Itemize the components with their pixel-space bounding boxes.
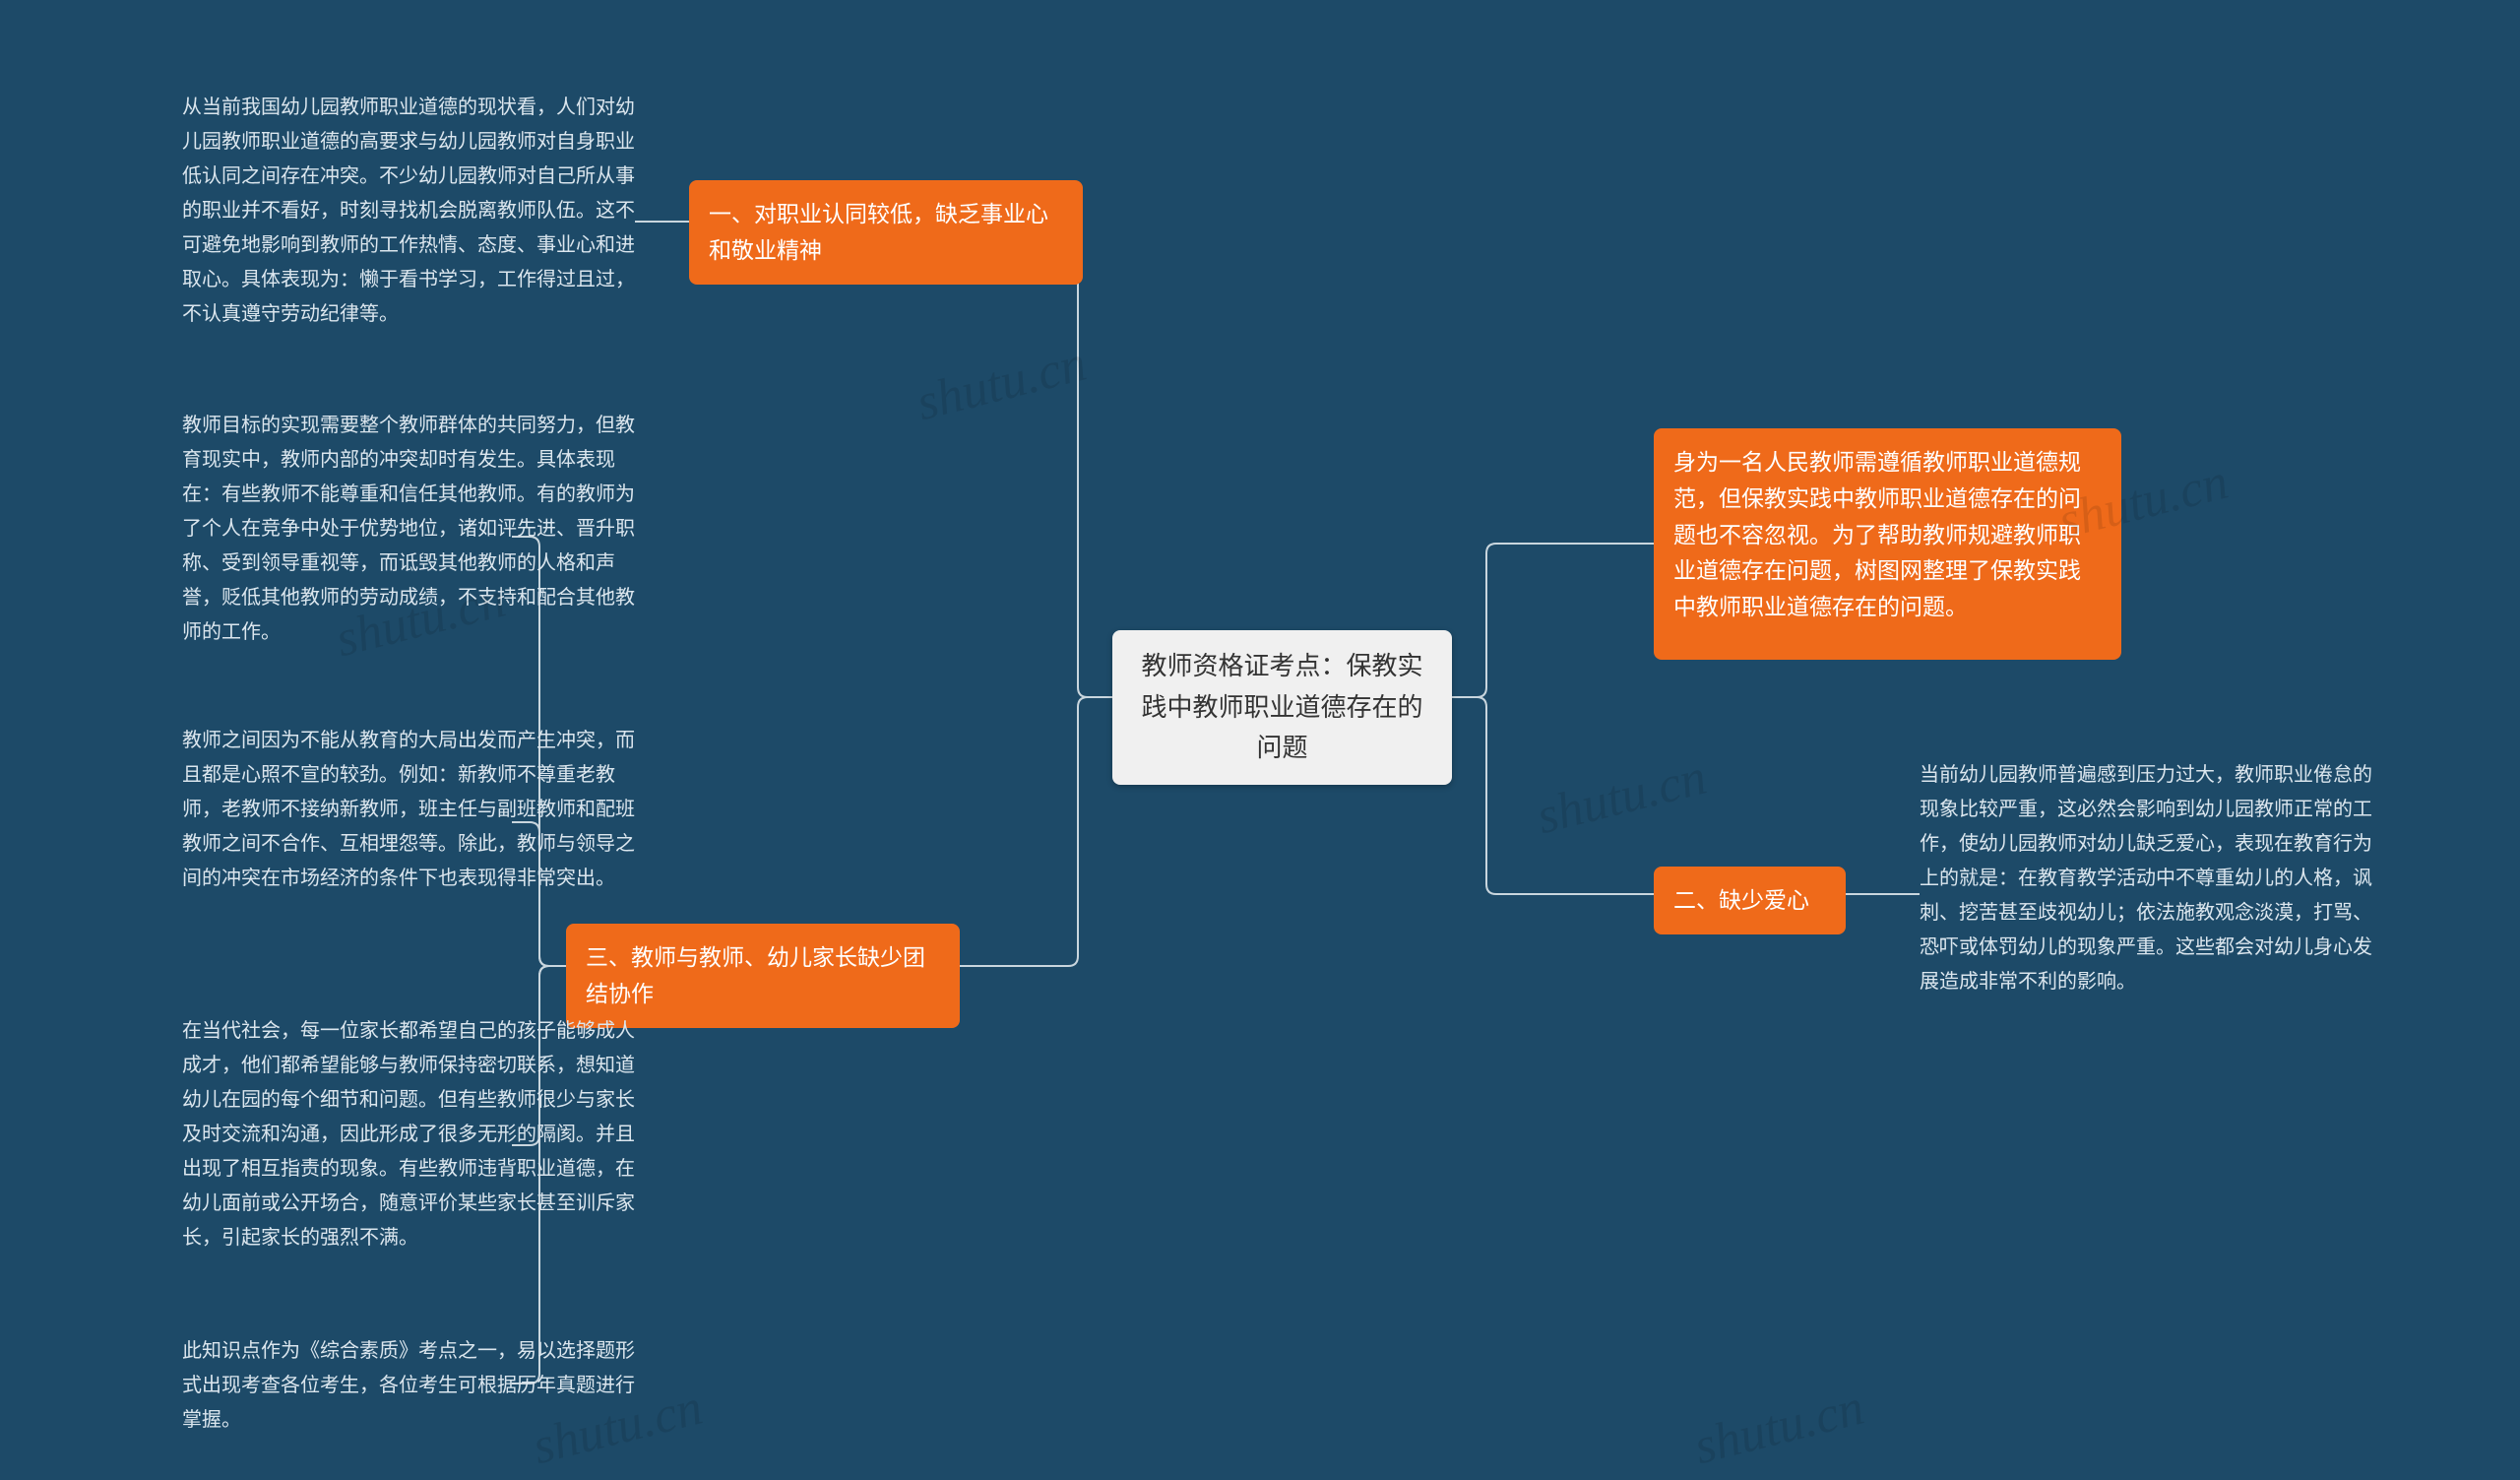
branch-one[interactable]: 一、对职业认同较低，缺乏事业心和敬业精神 bbox=[689, 180, 1083, 285]
watermark: shutu.cn bbox=[1688, 1379, 1869, 1477]
mindmap-canvas: 教师资格证考点：保教实践中教师职业道德存在的问题 身为一名人民教师需遵循教师职业… bbox=[0, 0, 2520, 1480]
branch-three[interactable]: 三、教师与教师、幼儿家长缺少团结协作 bbox=[566, 924, 960, 1028]
branch-one-detail: 从当前我国幼儿园教师职业道德的现状看，人们对幼儿园教师职业道德的高要求与幼儿园教… bbox=[182, 91, 635, 352]
branch-three-detail-1: 教师目标的实现需要整个教师群体的共同努力，但教育现实中，教师内部的冲突却时有发生… bbox=[182, 409, 635, 665]
watermark: shutu.cn bbox=[1531, 748, 1712, 847]
intro-node[interactable]: 身为一名人民教师需遵循教师职业道德规范，但保教实践中教师职业道德存在的问题也不容… bbox=[1654, 428, 2121, 660]
branch-two[interactable]: 二、缺少爱心 bbox=[1654, 867, 1846, 934]
center-topic[interactable]: 教师资格证考点：保教实践中教师职业道德存在的问题 bbox=[1112, 630, 1452, 785]
watermark: shutu.cn bbox=[911, 335, 1092, 433]
branch-three-detail-2: 教师之间因为不能从教育的大局出发而产生冲突，而且都是心照不宣的较劲。例如：新教师… bbox=[182, 724, 635, 921]
branch-three-detail-3: 在当代社会，每一位家长都希望自己的孩子能够成人成才，他们都希望能够与教师保持密切… bbox=[182, 1014, 635, 1275]
branch-three-detail-4: 此知识点作为《综合素质》考点之一，易以选择题形式出现考查各位考生，各位考生可根据… bbox=[182, 1334, 635, 1438]
branch-two-detail: 当前幼儿园教师普遍感到压力过大，教师职业倦怠的现象比较严重，这必然会影响到幼儿园… bbox=[1920, 758, 2382, 1044]
